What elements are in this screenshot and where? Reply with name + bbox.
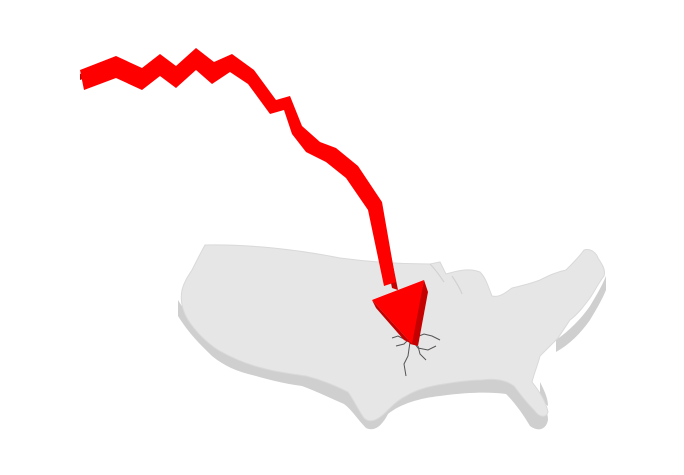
great-lakes-edge [429, 263, 463, 295]
arrow-body-front [80, 48, 396, 286]
usa-map-top [180, 244, 605, 422]
arrow-head-front [372, 280, 424, 344]
usa-map-3d [178, 244, 606, 430]
arrow-head-shade [372, 300, 412, 344]
falling-arrow [80, 48, 428, 346]
usa-map-east-side [556, 276, 606, 352]
